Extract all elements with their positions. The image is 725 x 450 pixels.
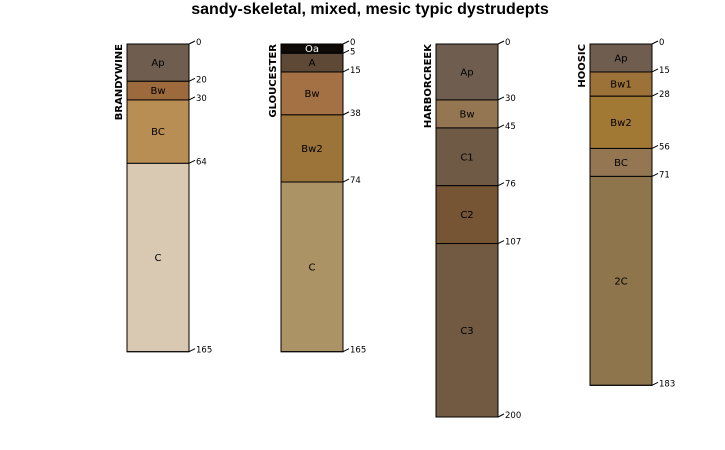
depth-label: 30 <box>505 94 516 104</box>
depth-label: 30 <box>196 94 207 104</box>
depth-tick <box>497 182 505 187</box>
depth-tick <box>188 96 196 101</box>
profile-name: BRANDYWINE <box>114 44 125 120</box>
horizon-harborcreek-bw <box>435 99 499 129</box>
profile-outline <box>435 43 499 418</box>
horizon-label: Bw1 <box>610 80 631 91</box>
depth-tick <box>651 92 659 97</box>
depth-tick <box>651 144 659 149</box>
profile-outline <box>589 43 653 386</box>
depth-label: 165 <box>196 346 212 356</box>
depth-tick <box>342 348 350 353</box>
horizon-label: BC <box>151 127 165 138</box>
depth-label: 0 <box>350 38 355 48</box>
depth-label: 5 <box>350 47 355 57</box>
depth-tick <box>651 172 659 177</box>
horizon-harborcreek-ap <box>435 43 499 101</box>
horizon-label: A <box>309 58 316 69</box>
horizon-hoosic-2c <box>589 175 653 386</box>
depth-label: 38 <box>350 109 361 119</box>
horizon-label: Ap <box>614 53 627 64</box>
depth-tick <box>188 348 196 353</box>
horizon-label: BC <box>614 158 628 169</box>
depth-label: 74 <box>350 176 361 186</box>
horizon-label: Bw <box>150 86 165 97</box>
depth-tick <box>497 40 505 45</box>
depth-label: 56 <box>659 142 670 152</box>
depth-tick <box>651 381 659 386</box>
depth-label: 76 <box>505 180 516 190</box>
horizon-label: C3 <box>460 326 473 337</box>
profile-name: GLOUCESTER <box>268 44 279 118</box>
depth-tick <box>342 178 350 183</box>
horizon-label: Bw2 <box>610 118 631 129</box>
depth-tick <box>342 68 350 73</box>
horizon-label: Bw <box>459 109 474 120</box>
chart-title: sandy-skeletal, mixed, mesic typic dystr… <box>191 1 549 18</box>
depth-label: 71 <box>659 170 670 180</box>
profile-outline <box>126 43 190 353</box>
depth-tick <box>188 159 196 164</box>
horizon-label: Ap <box>460 67 473 78</box>
horizon-label: Bw2 <box>301 144 322 155</box>
depth-tick <box>497 240 505 245</box>
depth-label: 0 <box>505 38 510 48</box>
horizon-harborcreek-c2 <box>435 185 499 245</box>
horizon-gloucester-bw2 <box>280 114 344 183</box>
depth-label: 15 <box>350 66 361 76</box>
depth-label: 183 <box>659 379 675 389</box>
profile-name: HOOSIC <box>577 44 588 88</box>
depth-tick <box>497 413 505 418</box>
depth-tick <box>497 96 505 101</box>
horizon-label: C <box>155 253 162 264</box>
depth-label: 20 <box>196 75 207 85</box>
depth-tick <box>342 49 350 54</box>
horizon-label: Oa <box>305 44 319 55</box>
depth-tick <box>497 124 505 129</box>
depth-label: 0 <box>196 38 201 48</box>
horizon-label: C2 <box>460 210 473 221</box>
depth-label: 165 <box>350 346 366 356</box>
depth-tick <box>651 40 659 45</box>
horizon-gloucester-bw <box>280 71 344 116</box>
depth-tick <box>188 40 196 45</box>
depth-tick <box>651 68 659 73</box>
horizon-label: C1 <box>460 152 473 163</box>
depth-label: 107 <box>505 238 521 248</box>
horizon-label: 2C <box>614 276 627 287</box>
horizon-label: Ap <box>151 58 164 69</box>
depth-label: 0 <box>659 38 664 48</box>
depth-tick <box>342 40 350 45</box>
horizon-gloucester-c <box>280 181 344 353</box>
depth-label: 45 <box>505 122 516 132</box>
profile-name: HARBORCREEK <box>423 43 434 128</box>
depth-label: 64 <box>196 157 207 167</box>
profile-outline <box>280 43 344 353</box>
horizon-label: Bw <box>304 89 319 100</box>
depth-label: 200 <box>505 411 521 421</box>
depth-label: 28 <box>659 90 670 100</box>
horizon-label: C <box>309 262 316 273</box>
depth-tick <box>342 111 350 116</box>
depth-tick <box>188 77 196 82</box>
depth-label: 15 <box>659 66 670 76</box>
